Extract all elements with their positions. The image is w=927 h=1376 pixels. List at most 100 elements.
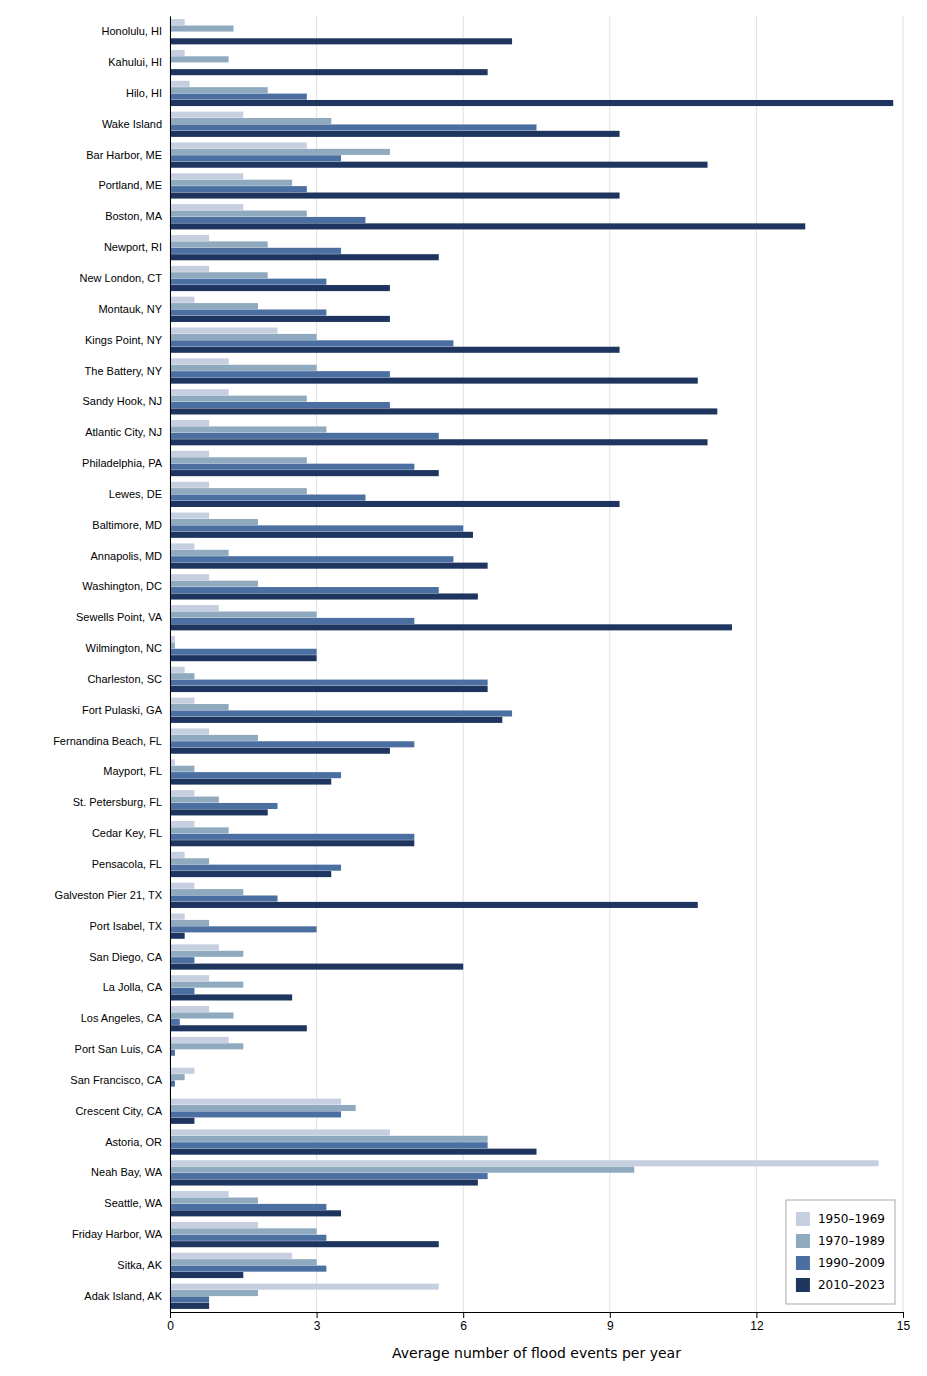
tick: Kahului, HI xyxy=(108,56,162,68)
bar xyxy=(170,389,229,395)
bar xyxy=(170,717,502,723)
tick-label: St. Petersburg, FL xyxy=(73,796,162,808)
bar xyxy=(170,994,292,1000)
bar xyxy=(170,574,209,580)
tick-label: 3 xyxy=(314,1319,321,1333)
tick-label: Montauk, NY xyxy=(98,303,162,315)
bar xyxy=(170,1074,185,1080)
tick: Neah Bay, WA xyxy=(91,1166,163,1178)
bar xyxy=(170,649,317,655)
tick-label: Pensacola, FL xyxy=(92,858,162,870)
bar xyxy=(170,532,473,538)
bar xyxy=(170,94,307,100)
tick-mark xyxy=(903,1312,904,1318)
tick-label: Seattle, WA xyxy=(104,1197,162,1209)
bar xyxy=(170,1198,258,1204)
tick-label: Wake Island xyxy=(102,118,162,130)
bar xyxy=(170,964,463,970)
bar xyxy=(170,316,390,322)
tick: Fort Pulaski, GA xyxy=(82,704,163,716)
axis-line xyxy=(170,17,171,1313)
legend-item: 2010–2023 xyxy=(796,1278,885,1292)
tick-label: 15 xyxy=(897,1319,911,1333)
bar xyxy=(170,581,258,587)
bar xyxy=(170,334,317,340)
tick: Sewells Point, VA xyxy=(76,611,163,623)
tick: Galveston Pier 21, TX xyxy=(55,889,163,901)
legend-swatch xyxy=(796,1278,810,1292)
bar xyxy=(170,38,512,44)
bar xyxy=(170,525,463,531)
bar xyxy=(170,1191,229,1197)
bar xyxy=(170,673,194,679)
y-axis: Honolulu, HIKahului, HIHilo, HIWake Isla… xyxy=(53,17,170,1313)
legend-frame xyxy=(786,1200,895,1304)
tick-label: Port Isabel, TX xyxy=(89,920,162,932)
tick: The Battery, NY xyxy=(85,365,163,377)
grid-line xyxy=(756,16,757,1312)
bar xyxy=(170,464,414,470)
tick: Boston, MA xyxy=(105,210,163,222)
bar xyxy=(170,149,390,155)
tick: Newport, RI xyxy=(104,241,162,253)
bar xyxy=(170,1210,341,1216)
tick-label: New London, CT xyxy=(79,272,162,284)
bar xyxy=(170,686,488,692)
bar xyxy=(170,944,219,950)
bar xyxy=(170,1253,292,1259)
tick: Portland, ME xyxy=(98,179,162,191)
bar xyxy=(170,766,194,772)
bar xyxy=(170,297,194,303)
bar xyxy=(170,365,317,371)
bar xyxy=(170,426,326,432)
bar xyxy=(170,1006,209,1012)
bar xyxy=(170,124,537,130)
bar xyxy=(170,358,229,364)
bar xyxy=(170,25,234,31)
tick-label: Neah Bay, WA xyxy=(91,1166,163,1178)
bar xyxy=(170,895,278,901)
bar xyxy=(170,1149,537,1155)
tick-label: Annapolis, MD xyxy=(90,550,162,562)
bar xyxy=(170,797,219,803)
legend-label: 1950–1969 xyxy=(818,1212,885,1226)
grid-line xyxy=(316,16,317,1312)
bar xyxy=(170,1037,229,1043)
tick: Astoria, OR xyxy=(105,1136,162,1148)
bar xyxy=(170,81,190,87)
legend-swatch xyxy=(796,1256,810,1270)
bar xyxy=(170,211,307,217)
bar xyxy=(170,772,341,778)
bar xyxy=(170,1296,209,1302)
bar xyxy=(170,667,185,673)
bar xyxy=(170,710,512,716)
bar xyxy=(170,50,185,56)
tick-label: Charleston, SC xyxy=(87,673,162,685)
tick-label: Fernandina Beach, FL xyxy=(53,735,162,747)
bar xyxy=(170,1179,478,1185)
tick-label: Kahului, HI xyxy=(108,56,162,68)
bar xyxy=(170,439,708,445)
bar xyxy=(170,951,243,957)
bar xyxy=(170,223,805,229)
tick-label: Sewells Point, VA xyxy=(76,611,163,623)
bar xyxy=(170,488,307,494)
tick-label: The Battery, NY xyxy=(85,365,163,377)
tick-label: Atlantic City, NJ xyxy=(85,426,162,438)
bar xyxy=(170,1099,341,1105)
tick-label: Astoria, OR xyxy=(105,1136,162,1148)
bar xyxy=(170,655,317,661)
grid-line xyxy=(609,16,610,1312)
legend-label: 1990–2009 xyxy=(818,1256,885,1270)
bar xyxy=(170,1025,307,1031)
tick: Bar Harbor, ME xyxy=(86,149,162,161)
bar xyxy=(170,1284,439,1290)
legend-swatch xyxy=(796,1234,810,1248)
bars xyxy=(170,19,893,1309)
bar xyxy=(170,779,331,785)
legend-item: 1950–1969 xyxy=(796,1212,885,1226)
bar xyxy=(170,87,268,93)
bar xyxy=(170,285,390,291)
tick: Philadelphia, PA xyxy=(82,457,163,469)
bar xyxy=(170,1272,243,1278)
